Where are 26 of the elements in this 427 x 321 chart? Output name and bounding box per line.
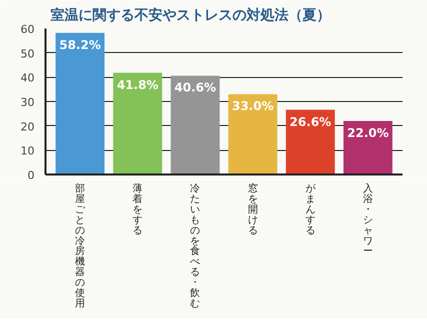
x-tick-label: 入浴・シャワー (362, 182, 373, 258)
bar (286, 110, 335, 174)
y-tick-label: 20 (20, 120, 35, 134)
data-label: 22.0% (347, 126, 389, 140)
y-tick-label: 50 (20, 47, 35, 60)
y-tick-label: 10 (20, 144, 35, 158)
category-label: 部屋ごとの冷房機器の使用 (75, 184, 86, 310)
data-label: 58.2% (59, 38, 101, 52)
data-label: 26.6% (290, 114, 332, 129)
y-tick-label: 0 (28, 169, 34, 182)
x-tick-label: がまんする (305, 184, 316, 236)
bar (343, 120, 392, 174)
data-label: 40.6% (174, 80, 216, 95)
x-tick-label: 薄着をする (132, 182, 143, 236)
category-label: 冷たいものを食べる・飲む (190, 184, 200, 310)
y-tick-label: 60 (20, 23, 35, 36)
data-label: 33.0% (232, 99, 274, 114)
y-tick-label: 30 (20, 96, 35, 109)
bar (113, 72, 162, 174)
x-tick-label: 窓を開ける (248, 182, 258, 236)
chart-title: 室温に関する不安やストレスの対処法（夏） (50, 6, 330, 24)
y-tick-label: 40 (20, 72, 35, 85)
bar (228, 94, 278, 174)
bar (56, 32, 105, 174)
bar (170, 76, 220, 174)
data-label: 41.8% (116, 78, 158, 92)
